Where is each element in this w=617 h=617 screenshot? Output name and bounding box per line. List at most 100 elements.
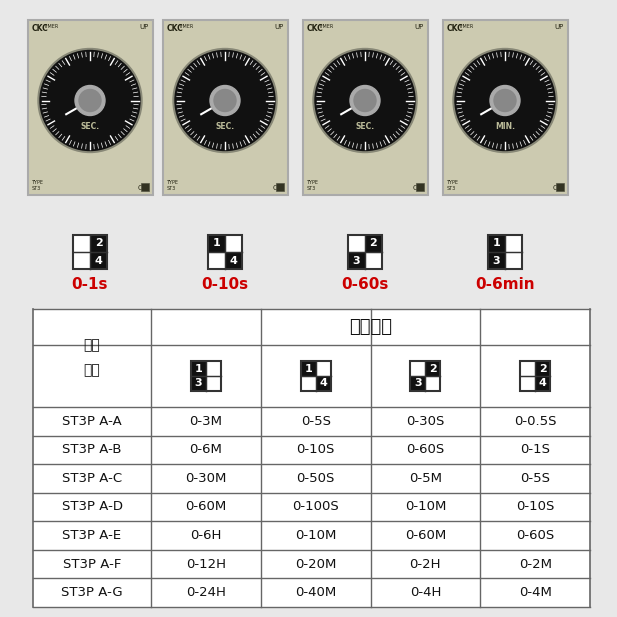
Circle shape xyxy=(494,89,516,112)
Bar xyxy=(520,361,550,391)
Text: 3: 3 xyxy=(194,378,202,389)
Text: 0-3M: 0-3M xyxy=(189,415,222,428)
Bar xyxy=(365,252,382,269)
Text: SEC.: SEC. xyxy=(80,122,99,131)
Text: CKC: CKC xyxy=(31,24,48,33)
Circle shape xyxy=(173,49,277,152)
Text: ON: ON xyxy=(138,185,149,191)
Circle shape xyxy=(350,86,380,115)
Bar xyxy=(191,361,221,391)
Text: TYPE
ST3: TYPE ST3 xyxy=(31,180,44,191)
Text: 0-10s: 0-10s xyxy=(201,277,249,292)
Text: ON: ON xyxy=(413,185,423,191)
Text: 4: 4 xyxy=(539,378,547,389)
Text: 0-12H: 0-12H xyxy=(186,558,226,571)
Text: 1: 1 xyxy=(492,239,500,249)
Text: 0-40M: 0-40M xyxy=(295,586,336,599)
Text: UP: UP xyxy=(414,24,423,30)
Bar xyxy=(33,309,590,607)
Bar xyxy=(208,252,225,269)
Bar xyxy=(316,376,331,391)
Bar xyxy=(365,235,382,252)
Text: 2: 2 xyxy=(370,239,378,249)
Bar xyxy=(300,361,316,376)
Text: 1: 1 xyxy=(213,239,220,249)
Text: 3: 3 xyxy=(414,378,421,389)
Text: TIMER: TIMER xyxy=(458,24,474,29)
Text: 0-2H: 0-2H xyxy=(410,558,441,571)
Bar xyxy=(206,376,221,391)
Text: 产品
型号: 产品 型号 xyxy=(84,339,101,378)
Bar xyxy=(505,252,522,269)
Text: 4: 4 xyxy=(319,378,327,389)
FancyBboxPatch shape xyxy=(442,20,568,195)
Text: 3: 3 xyxy=(493,255,500,265)
Text: 0-30M: 0-30M xyxy=(185,472,226,485)
Text: 0-0.5S: 0-0.5S xyxy=(514,415,557,428)
Bar xyxy=(300,361,331,391)
Text: 0-6H: 0-6H xyxy=(190,529,222,542)
Text: 3: 3 xyxy=(353,255,360,265)
Circle shape xyxy=(453,49,557,152)
Text: 0-60s: 0-60s xyxy=(341,277,389,292)
Bar xyxy=(316,361,331,376)
Text: 0-20M: 0-20M xyxy=(295,558,336,571)
Bar xyxy=(415,183,423,191)
Circle shape xyxy=(210,86,240,115)
Text: TIMER: TIMER xyxy=(318,24,334,29)
Bar xyxy=(348,252,365,269)
Bar xyxy=(555,183,563,191)
Bar xyxy=(225,235,242,252)
Bar xyxy=(520,376,535,391)
Circle shape xyxy=(455,51,555,151)
Bar xyxy=(73,252,90,269)
Text: ON: ON xyxy=(553,185,563,191)
Text: 0-30S: 0-30S xyxy=(406,415,445,428)
Text: 2: 2 xyxy=(539,363,547,373)
Text: 0-4M: 0-4M xyxy=(519,586,552,599)
Text: 4: 4 xyxy=(94,255,102,265)
Text: 0-4H: 0-4H xyxy=(410,586,441,599)
Circle shape xyxy=(214,89,236,112)
Text: 0-2M: 0-2M xyxy=(519,558,552,571)
Text: UP: UP xyxy=(139,24,149,30)
FancyBboxPatch shape xyxy=(28,20,152,195)
Text: UP: UP xyxy=(274,24,283,30)
Bar xyxy=(300,376,316,391)
Text: 0-5S: 0-5S xyxy=(300,415,331,428)
Text: CKC: CKC xyxy=(307,24,323,33)
Bar xyxy=(348,235,382,269)
Bar xyxy=(425,376,441,391)
Bar xyxy=(276,183,283,191)
Circle shape xyxy=(313,49,417,152)
Text: 延时范围: 延时范围 xyxy=(349,318,392,336)
Bar xyxy=(410,361,441,391)
Text: MIN.: MIN. xyxy=(495,122,515,131)
Circle shape xyxy=(315,51,415,151)
Circle shape xyxy=(75,86,105,115)
Bar xyxy=(410,361,425,376)
Text: CKC: CKC xyxy=(447,24,463,33)
Bar xyxy=(410,376,425,391)
Bar xyxy=(488,235,505,252)
Text: TYPE
ST3: TYPE ST3 xyxy=(167,180,178,191)
Text: ST3P A-A: ST3P A-A xyxy=(62,415,122,428)
Text: 2: 2 xyxy=(94,239,102,249)
Text: 1: 1 xyxy=(304,363,312,373)
Text: ST3P A-E: ST3P A-E xyxy=(62,529,122,542)
Bar xyxy=(535,361,550,376)
Text: 0-50S: 0-50S xyxy=(296,472,335,485)
Text: 4: 4 xyxy=(230,255,238,265)
Circle shape xyxy=(354,89,376,112)
Bar xyxy=(73,235,90,252)
Text: 0-100S: 0-100S xyxy=(292,500,339,513)
Circle shape xyxy=(490,86,520,115)
Text: UP: UP xyxy=(554,24,563,30)
Text: TYPE
ST3: TYPE ST3 xyxy=(307,180,318,191)
Text: 0-10S: 0-10S xyxy=(516,500,554,513)
Bar xyxy=(225,252,242,269)
Bar xyxy=(208,235,225,252)
FancyBboxPatch shape xyxy=(162,20,288,195)
Circle shape xyxy=(38,49,142,152)
Text: 0-5S: 0-5S xyxy=(520,472,550,485)
